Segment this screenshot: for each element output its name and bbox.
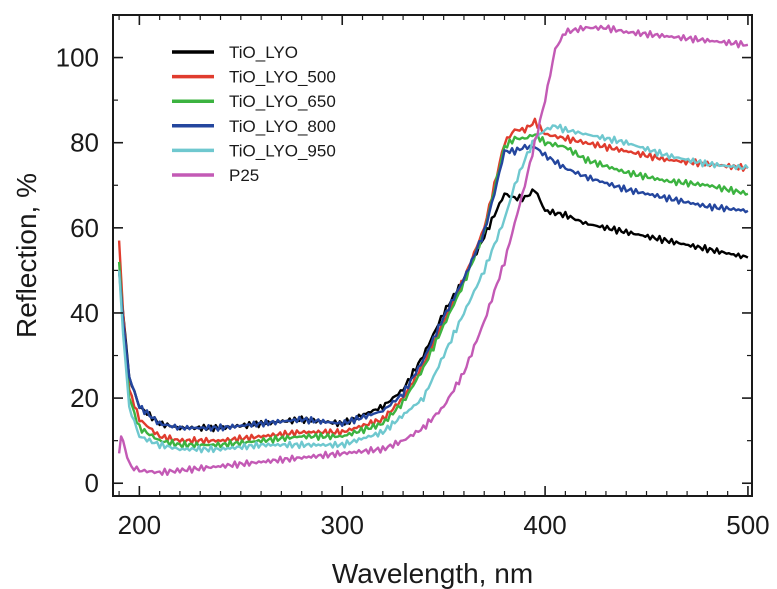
series-line-tio-lyo-650 [117, 133, 749, 449]
x-tick-label: 400 [523, 510, 566, 540]
x-tick-label: 300 [321, 510, 364, 540]
y-tick-label: 100 [56, 43, 99, 73]
legend: TiO_LYO TiO_LYO_500 TiO_LYO_650 TiO_LYO_800… [172, 43, 336, 185]
legend-label: TiO_LYO [229, 43, 298, 62]
legend-label: TiO_LYO_950 [229, 141, 336, 160]
legend-label: TiO_LYO_800 [229, 117, 336, 136]
series-line-tio-lyo [117, 188, 749, 433]
axis-ticks: 200 300 400 500 0 20 40 60 80 100 [56, 15, 770, 540]
y-tick-label: 60 [70, 213, 99, 243]
legend-label: P25 [229, 166, 259, 185]
y-tick-label: 0 [85, 468, 99, 498]
x-tick-label: 500 [726, 510, 769, 540]
series-line-p25 [117, 24, 749, 476]
series-lines [117, 24, 749, 476]
series-line-tio-lyo-800 [117, 143, 749, 432]
x-axis-label: Wavelength, nm [332, 558, 533, 589]
legend-label: TiO_LYO_500 [229, 68, 336, 87]
y-axis-label: Reflection, % [11, 173, 42, 338]
legend-label: TiO_LYO_650 [229, 92, 336, 111]
y-tick-label: 40 [70, 298, 99, 328]
series-line-tio-lyo-500 [117, 117, 749, 445]
y-tick-label: 80 [70, 128, 99, 158]
plot-frame [112, 14, 753, 497]
series-line-tio-lyo-950 [117, 123, 749, 454]
y-tick-label: 20 [70, 383, 99, 413]
x-tick-label: 200 [118, 510, 161, 540]
